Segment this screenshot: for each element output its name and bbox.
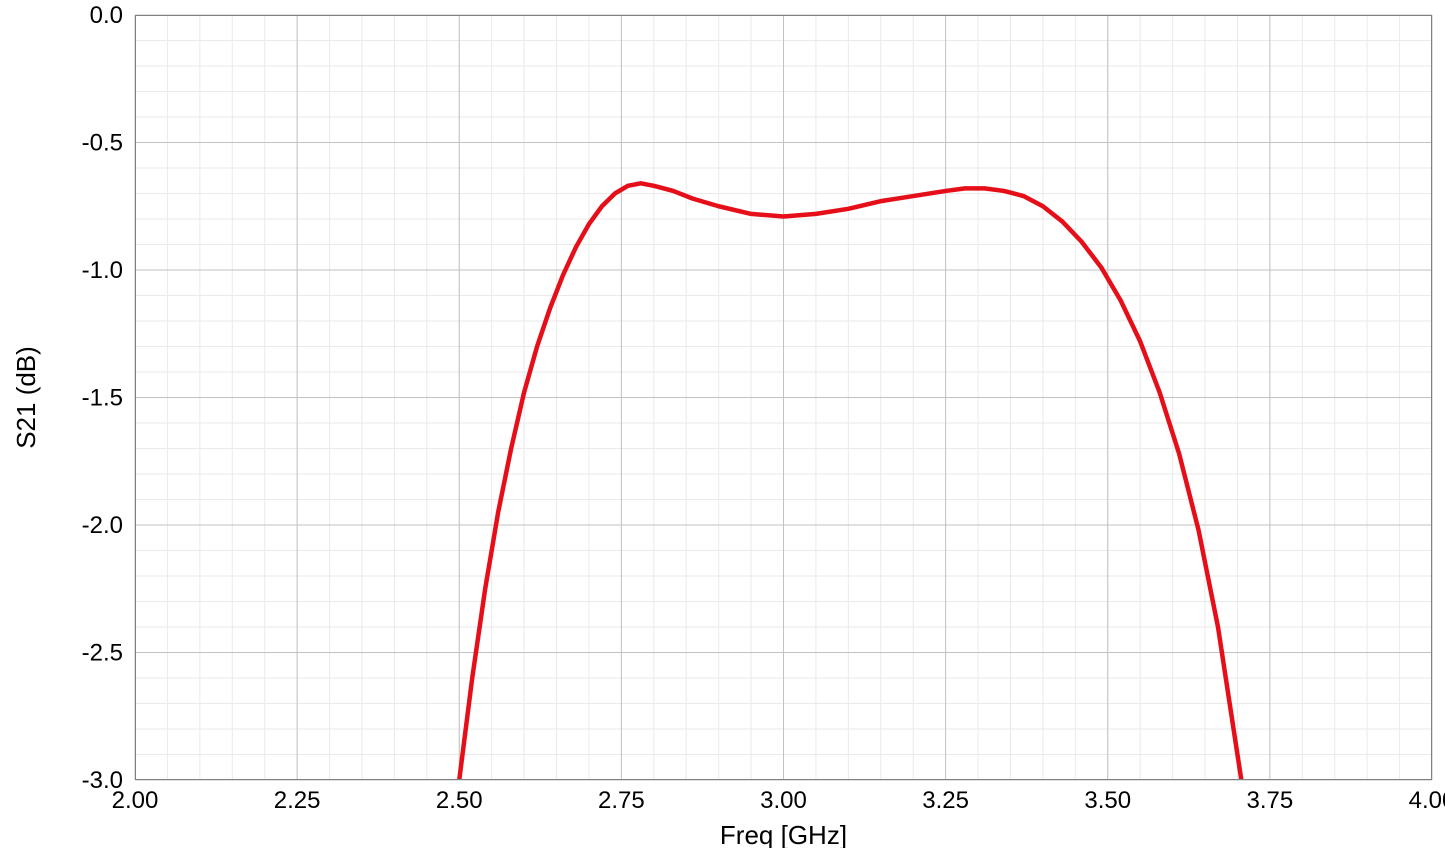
s21-chart: 2.002.252.502.753.003.253.503.754.000.0-…	[0, 0, 1445, 848]
y-tick-label: -1.0	[82, 257, 123, 284]
x-tick-label: 4.00	[1409, 787, 1445, 814]
x-tick-label: 3.50	[1084, 787, 1131, 814]
x-tick-label: 3.00	[760, 787, 807, 814]
x-tick-label: 3.25	[922, 787, 969, 814]
y-tick-label: 0.0	[90, 2, 123, 29]
y-tick-label: -2.0	[82, 512, 123, 539]
x-tick-label: 2.75	[598, 787, 645, 814]
y-tick-label: -0.5	[82, 130, 123, 157]
grid	[135, 15, 1432, 780]
y-tick-label: -1.5	[82, 385, 123, 412]
y-tick-label: -2.5	[82, 640, 123, 667]
x-tick-label: 2.25	[274, 787, 321, 814]
y-axis-label: S21 (dB)	[11, 346, 41, 449]
x-tick-label: 2.50	[436, 787, 483, 814]
x-tick-label: 3.75	[1247, 787, 1294, 814]
x-axis-label: Freq [GHz]	[720, 820, 847, 848]
y-tick-label: -3.0	[82, 767, 123, 794]
chart-container: 2.002.252.502.753.003.253.503.754.000.0-…	[0, 0, 1445, 848]
